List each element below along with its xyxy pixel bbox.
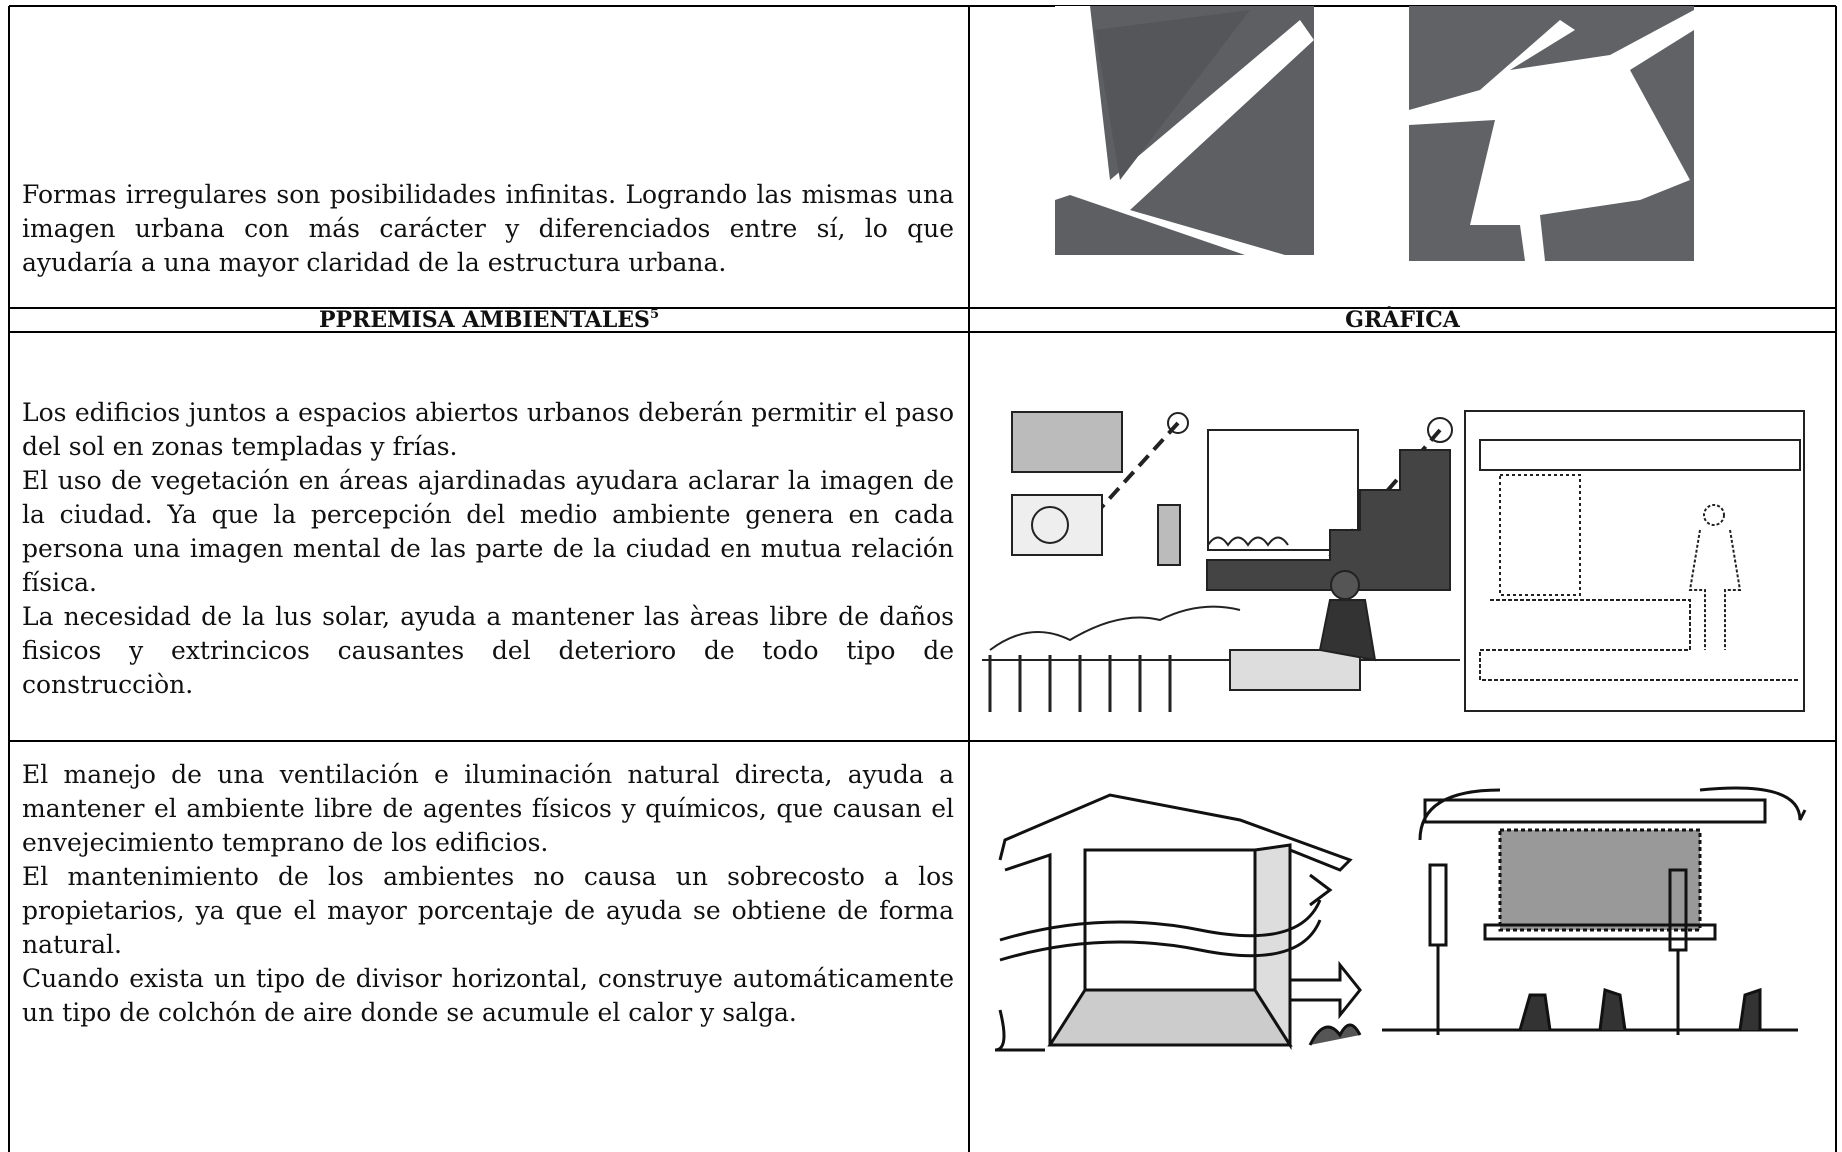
paragraph: Formas irregulares son posibilidades inf… [22,180,954,277]
intro-text: Formas irregulares son posibilidades inf… [22,178,954,280]
row-text: Los edificios juntos a espacios abiertos… [22,396,954,702]
sun-building-sketch [982,410,1805,712]
ventilation-sketch [994,786,1807,1052]
paragraph: Los edificios juntos a espacios abiertos… [22,398,954,461]
column-header: PPREMISA AMBIENTALES5 [9,307,969,333]
irregular-shapes-figure [1055,6,1694,261]
footnote-ref: 5 [649,307,659,322]
column-header: GRÀFICA [969,308,1836,332]
paragraph: Cuando exista un tipo de divisor horizon… [22,964,954,1027]
paragraph: El manejo de una ventilación e iluminaci… [22,760,954,857]
paragraph: El uso de vegetación en áreas ajardinada… [22,466,954,597]
header-text: PPREMISA AMBIENTALES [319,307,650,333]
header-text: GRÀFICA [1345,307,1460,333]
paragraph: El mantenimiento de los ambientes no cau… [22,862,954,959]
row-text: El manejo de una ventilación e iluminaci… [22,758,954,1030]
paragraph: La necesidad de la lus solar, ayuda a ma… [22,602,954,699]
